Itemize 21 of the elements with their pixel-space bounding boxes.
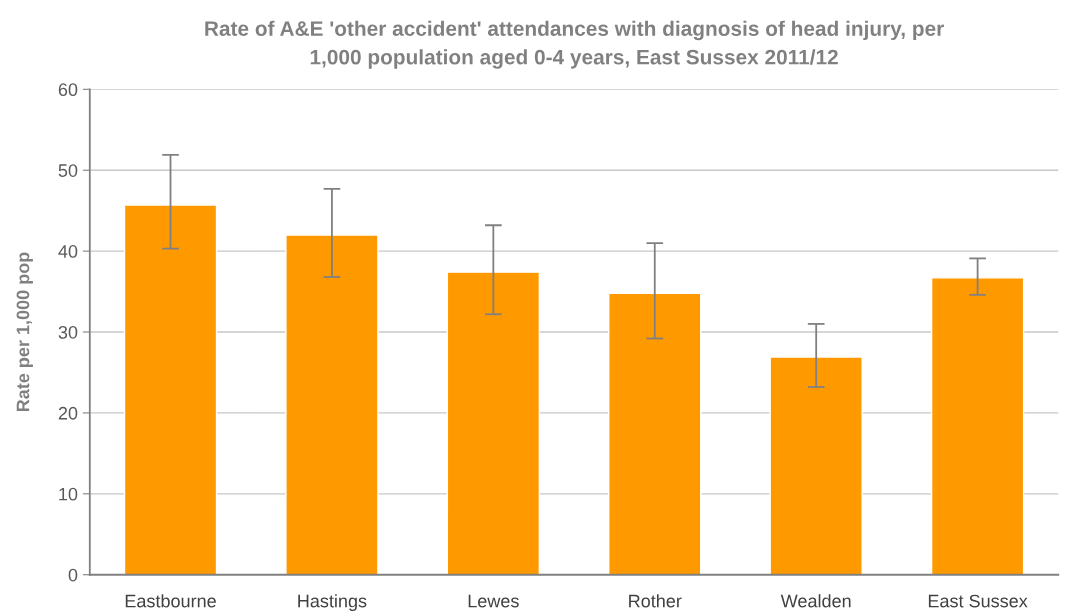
- x-tick-label: East Sussex: [928, 594, 1028, 608]
- x-tick-label: Eastbourne: [125, 594, 216, 608]
- bar: [285, 234, 379, 575]
- x-tick-label: Lewes: [468, 594, 519, 608]
- x-tick-label: Wealden: [780, 594, 851, 608]
- chart-title: Rate of A&E 'other accident' attendances with diagnosis of head injury, per 1,000 population aged 0-4 years, East Sussex 2011/12: [205, 20, 944, 69]
- bar: [446, 271, 541, 575]
- x-tick-label: Rother: [629, 594, 682, 608]
- bar: [123, 204, 218, 575]
- x-tick-label: Hastings: [298, 594, 367, 611]
- bar: [608, 292, 702, 575]
- y-tick-label: 30: [58, 325, 78, 339]
- y-tick-label: 0: [68, 568, 78, 582]
- y-tick-label: 50: [58, 164, 78, 177]
- y-tick-label: 10: [59, 487, 78, 501]
- y-axis-title: Rate per 1,000 pop: [16, 252, 33, 412]
- bar: [930, 277, 1025, 575]
- bar: [769, 356, 863, 575]
- y-tick-label: 20: [58, 406, 78, 420]
- y-tick-label: 40: [58, 245, 78, 258]
- y-tick-label: 60: [58, 83, 78, 97]
